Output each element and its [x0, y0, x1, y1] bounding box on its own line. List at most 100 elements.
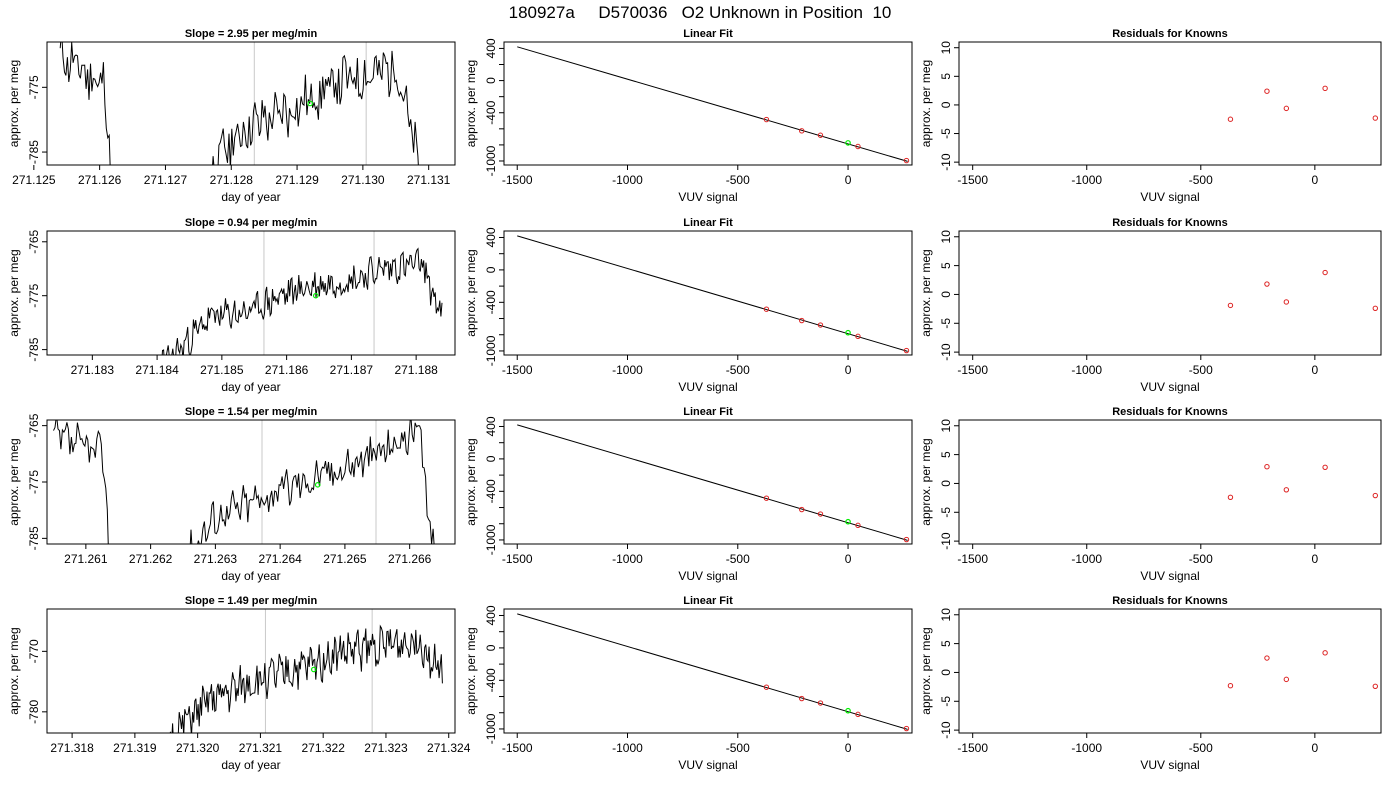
- known-point: [763, 495, 770, 501]
- x-tick-label: -500: [726, 741, 750, 755]
- plot-area: [53, 420, 435, 544]
- x-tick-label: 271.263: [194, 552, 238, 566]
- y-tick-label: -400: [484, 479, 498, 503]
- x-tick-label: -500: [1189, 741, 1213, 755]
- y-tick-label: 400: [484, 227, 498, 247]
- y-tick-label: -5: [939, 696, 953, 707]
- known-point: [817, 700, 824, 706]
- y-tick-label: -400: [484, 290, 498, 314]
- plot-frame: [958, 41, 1382, 166]
- y-axis-label: approx. per meg: [464, 438, 478, 525]
- unknown-marker: [310, 666, 317, 673]
- y-tick-label: -775: [27, 75, 41, 99]
- x-tick-label: 271.184: [135, 363, 179, 377]
- residual-point: [1264, 655, 1270, 661]
- chart-panel-1: Slope = 2.95 per meg/min 271.125 271.126 27…: [7, 28, 456, 204]
- fit-line: [517, 613, 908, 730]
- plot-frame: [503, 419, 913, 545]
- y-tick-label: -1000: [484, 145, 498, 176]
- unknown-marker: [312, 292, 319, 299]
- panel-title: Residuals for Knowns: [1112, 595, 1228, 607]
- residual-point: [1264, 281, 1270, 287]
- fit-line: [517, 424, 908, 541]
- x-tick-label: 271.264: [258, 552, 302, 566]
- x-tick-label: -1500: [502, 173, 533, 187]
- y-tick-label: -1000: [484, 524, 498, 555]
- data-trace: [59, 42, 419, 165]
- plot-area: [1227, 464, 1378, 500]
- known-point: [903, 536, 910, 543]
- x-tick-label: 271.185: [200, 363, 244, 377]
- x-axis-label: VUV signal: [678, 190, 737, 204]
- plot-area: [1227, 85, 1378, 122]
- x-tick-label: 0: [845, 552, 852, 566]
- y-tick-label: 400: [484, 605, 498, 625]
- x-tick-label: -1000: [1071, 173, 1102, 187]
- x-tick-label: -1000: [1071, 552, 1102, 566]
- residual-point: [1227, 683, 1234, 689]
- residual-point: [1264, 464, 1270, 470]
- chart-panel-2: Linear Fit -1500 -1000 -500 0 400 0 -400 -1000 VU…: [464, 28, 913, 204]
- known-point: [855, 522, 861, 529]
- y-tick-label: 0: [484, 77, 498, 84]
- y-tick-label: -785: [27, 140, 41, 164]
- x-tick-label: 271.266: [388, 552, 432, 566]
- y-axis-label: approx. per meg: [7, 249, 21, 336]
- y-tick-label: -10: [939, 153, 953, 171]
- known-point: [763, 116, 770, 123]
- x-tick-label: 271.127: [144, 173, 188, 187]
- x-tick-label: -1500: [502, 363, 533, 377]
- residual-point: [1322, 650, 1328, 656]
- y-tick-label: 5: [939, 73, 953, 80]
- residual-point: [1227, 116, 1234, 122]
- fit-line: [517, 235, 908, 352]
- x-tick-label: 0: [845, 363, 852, 377]
- chart-panel-12: Residuals for Knowns -1500 -1000 -500 0 10 5 0 -…: [919, 595, 1382, 772]
- x-tick-label: -500: [726, 552, 750, 566]
- panel-title: Slope = 2.95 per meg/min: [185, 28, 318, 40]
- x-axis-label: VUV signal: [1140, 190, 1199, 204]
- x-tick-label: 271.323: [364, 741, 408, 755]
- x-tick-label: 0: [1312, 552, 1319, 566]
- chart-panel-10: Slope = 1.49 per meg/min 271.318 271.319 27…: [7, 595, 471, 772]
- y-tick-label: 5: [939, 640, 953, 647]
- residual-point: [1264, 88, 1270, 94]
- x-axis-label: VUV signal: [678, 380, 737, 394]
- x-tick-label: 271.131: [407, 173, 451, 187]
- chart-panel-11: Linear Fit -1500 -1000 -500 0 400 0 -400 -1000 VU…: [464, 595, 913, 772]
- y-tick-label: 5: [939, 262, 953, 269]
- x-tick-label: -1500: [957, 741, 988, 755]
- y-axis-label: approx. per meg: [919, 60, 933, 147]
- y-tick-label: -785: [27, 337, 41, 361]
- chart-panel-9: Residuals for Knowns -1500 -1000 -500 0 10 5 0 -…: [919, 406, 1382, 583]
- residual-point: [1283, 299, 1290, 305]
- x-tick-label: 0: [1312, 741, 1319, 755]
- y-tick-label: 0: [939, 480, 953, 487]
- x-tick-label: -500: [1189, 552, 1213, 566]
- x-tick-label: 271.320: [176, 741, 220, 755]
- x-tick-label: -1000: [612, 363, 643, 377]
- plot-frame: [503, 230, 913, 356]
- known-point: [799, 506, 805, 513]
- y-tick-label: -5: [939, 128, 953, 139]
- known-point: [817, 322, 824, 328]
- plot-area: [1227, 269, 1378, 311]
- residual-point: [1227, 302, 1234, 309]
- x-tick-label: 271.187: [330, 363, 374, 377]
- plot-frame: [958, 230, 1382, 356]
- chart-panel-3: Residuals for Knowns -1500 -1000 -500 0 10 5 0 -…: [919, 28, 1382, 204]
- figure-title: 180927a D570036 O2 Unknown in Position 1…: [508, 3, 892, 22]
- x-tick-label: -1500: [502, 741, 533, 755]
- x-axis-label: VUV signal: [678, 758, 737, 772]
- x-tick-label: 271.319: [113, 741, 157, 755]
- x-tick-label: 0: [1312, 363, 1319, 377]
- y-axis-label: approx. per meg: [464, 249, 478, 336]
- y-tick-label: 0: [484, 266, 498, 273]
- residual-point: [1283, 676, 1290, 683]
- y-tick-label: -785: [27, 526, 41, 550]
- x-tick-label: 271.126: [78, 173, 122, 187]
- x-axis-label: day of year: [221, 190, 280, 204]
- y-tick-label: 0: [484, 644, 498, 651]
- x-tick-label: -1000: [1071, 741, 1102, 755]
